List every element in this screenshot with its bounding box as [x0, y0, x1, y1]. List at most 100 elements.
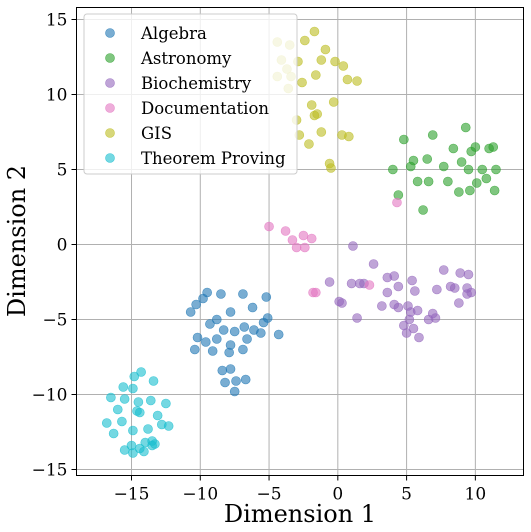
- data-point: [128, 383, 138, 394]
- legend-marker: [105, 78, 115, 88]
- data-point: [448, 143, 459, 154]
- data-point: [454, 298, 464, 308]
- data-point: [136, 367, 146, 377]
- axis-ticks: −15 −10 −5 0 5 10 −15 −10 −5 0 5 10 15: [32, 11, 487, 505]
- data-point: [185, 307, 196, 317]
- data-points: [101, 26, 501, 458]
- data-point: [454, 187, 464, 197]
- data-point: [348, 241, 358, 251]
- data-point: [338, 61, 349, 71]
- legend-label: Documentation: [141, 99, 269, 118]
- data-point: [231, 376, 241, 386]
- data-point: [308, 287, 318, 298]
- data-point: [119, 394, 130, 404]
- y-tick-label: −10: [32, 386, 68, 406]
- data-point: [211, 334, 222, 344]
- legend-marker: [105, 128, 115, 138]
- legend-marker: [105, 103, 115, 113]
- data-point: [280, 226, 291, 236]
- data-point: [118, 382, 129, 392]
- data-point: [438, 265, 449, 275]
- data-point: [145, 395, 156, 406]
- plot-frame: [76, 7, 524, 476]
- legend-label: Astronomy: [140, 49, 232, 68]
- y-tick-label: 5: [57, 161, 68, 181]
- data-point: [309, 26, 320, 37]
- data-point: [304, 139, 314, 149]
- data-point: [412, 176, 423, 187]
- data-point: [432, 284, 442, 295]
- data-point: [423, 176, 434, 187]
- legend-label: Biochemistry: [141, 74, 252, 93]
- data-point: [298, 230, 309, 241]
- data-point: [139, 446, 149, 457]
- data-point: [291, 242, 302, 253]
- data-point: [465, 185, 475, 196]
- data-point: [316, 127, 327, 137]
- legend-label: Algebra: [140, 24, 207, 43]
- data-point: [300, 35, 310, 46]
- data-point: [484, 143, 494, 154]
- data-point: [229, 386, 240, 397]
- data-point: [471, 178, 482, 188]
- data-point: [163, 421, 174, 431]
- y-tick-label: 10: [46, 86, 68, 106]
- data-point: [316, 55, 327, 65]
- data-point: [393, 281, 404, 292]
- data-point: [449, 283, 460, 293]
- data-point: [150, 439, 160, 449]
- data-point: [189, 344, 200, 355]
- data-point: [261, 292, 272, 302]
- data-point: [404, 314, 415, 325]
- data-point: [364, 280, 375, 290]
- x-tick-label: 0: [332, 485, 343, 505]
- legend-label: GIS: [141, 124, 172, 143]
- data-point: [328, 97, 339, 107]
- data-point: [466, 287, 477, 298]
- data-point: [152, 410, 163, 421]
- data-point: [128, 425, 138, 436]
- y-axis-label: Dimension 2: [3, 165, 31, 317]
- x-tick-label: −10: [182, 485, 218, 505]
- data-point: [242, 334, 252, 344]
- data-point: [427, 130, 438, 140]
- data-point: [117, 416, 127, 427]
- data-point: [239, 322, 250, 332]
- data-point: [205, 319, 215, 329]
- data-point: [256, 328, 266, 338]
- data-point: [262, 313, 273, 323]
- data-point: [287, 235, 298, 245]
- data-point: [477, 164, 488, 175]
- data-point: [216, 289, 226, 299]
- data-point: [455, 268, 466, 278]
- data-point: [264, 221, 274, 232]
- data-point: [128, 448, 138, 458]
- y-tick-label: −5: [42, 311, 67, 331]
- data-point: [306, 233, 317, 244]
- data-point: [225, 307, 236, 317]
- series-1: [388, 122, 501, 215]
- data-point: [407, 275, 417, 286]
- x-tick-label: 5: [401, 485, 412, 505]
- data-point: [224, 347, 234, 358]
- data-point: [218, 325, 229, 335]
- data-point: [238, 344, 248, 355]
- data-point: [408, 323, 419, 334]
- data-point: [143, 424, 153, 434]
- data-point: [427, 308, 438, 319]
- data-point: [202, 287, 212, 298]
- data-point: [330, 56, 340, 67]
- legend-label: Theorem Proving: [141, 149, 286, 168]
- data-point: [337, 298, 347, 308]
- data-point: [388, 164, 398, 175]
- data-point: [410, 286, 420, 296]
- x-tick-label: −15: [114, 485, 150, 505]
- data-point: [119, 445, 130, 455]
- data-point: [306, 100, 317, 110]
- x-axis-label: Dimension 1: [224, 500, 376, 528]
- data-point: [129, 371, 140, 382]
- data-point: [220, 377, 230, 388]
- x-tick-label: −5: [257, 485, 282, 505]
- legend-marker: [105, 28, 115, 38]
